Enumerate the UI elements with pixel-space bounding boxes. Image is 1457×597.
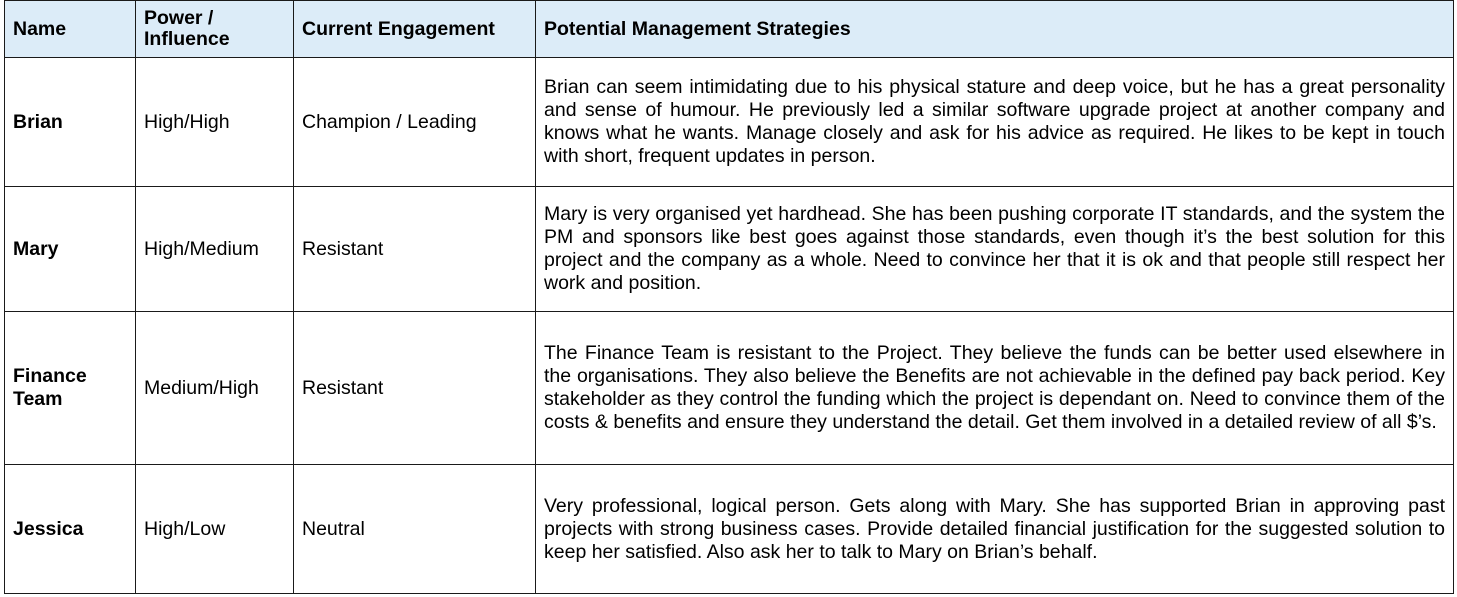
stakeholder-name: Mary (4, 186, 136, 312)
strategy-cell: The Finance Team is resistant to the Pro… (535, 311, 1454, 465)
header-name: Name (4, 0, 136, 58)
table-body: Brian High/High Champion / Leading Brian… (4, 57, 1454, 594)
table-row: Mary High/Medium Resistant Mary is very … (4, 186, 1454, 312)
power-influence-cell: High/Low (135, 464, 294, 594)
stakeholder-table: Name Power / Influence Current Engagemen… (4, 0, 1454, 594)
table-row: Finance Team Medium/High Resistant The F… (4, 311, 1454, 465)
power-influence-cell: Medium/High (135, 311, 294, 465)
power-influence-cell: High/Medium (135, 186, 294, 312)
table-row: Jessica High/Low Neutral Very profession… (4, 464, 1454, 594)
strategy-cell: Brian can seem intimidating due to his p… (535, 57, 1454, 187)
stakeholder-name: Jessica (4, 464, 136, 594)
engagement-cell: Resistant (293, 186, 536, 312)
header-current-engagement: Current Engagement (293, 0, 536, 58)
table-header: Name Power / Influence Current Engagemen… (4, 0, 1454, 58)
table-row: Brian High/High Champion / Leading Brian… (4, 57, 1454, 187)
header-power-influence: Power / Influence (135, 0, 294, 58)
header-row: Name Power / Influence Current Engagemen… (4, 0, 1454, 58)
engagement-cell: Champion / Leading (293, 57, 536, 187)
stakeholder-name: Brian (4, 57, 136, 187)
stakeholder-name: Finance Team (4, 311, 136, 465)
header-management-strategies: Potential Management Strategies (535, 0, 1454, 58)
strategy-cell: Mary is very organised yet hardhead. She… (535, 186, 1454, 312)
engagement-cell: Neutral (293, 464, 536, 594)
strategy-cell: Very professional, logical person. Gets … (535, 464, 1454, 594)
power-influence-cell: High/High (135, 57, 294, 187)
engagement-cell: Resistant (293, 311, 536, 465)
